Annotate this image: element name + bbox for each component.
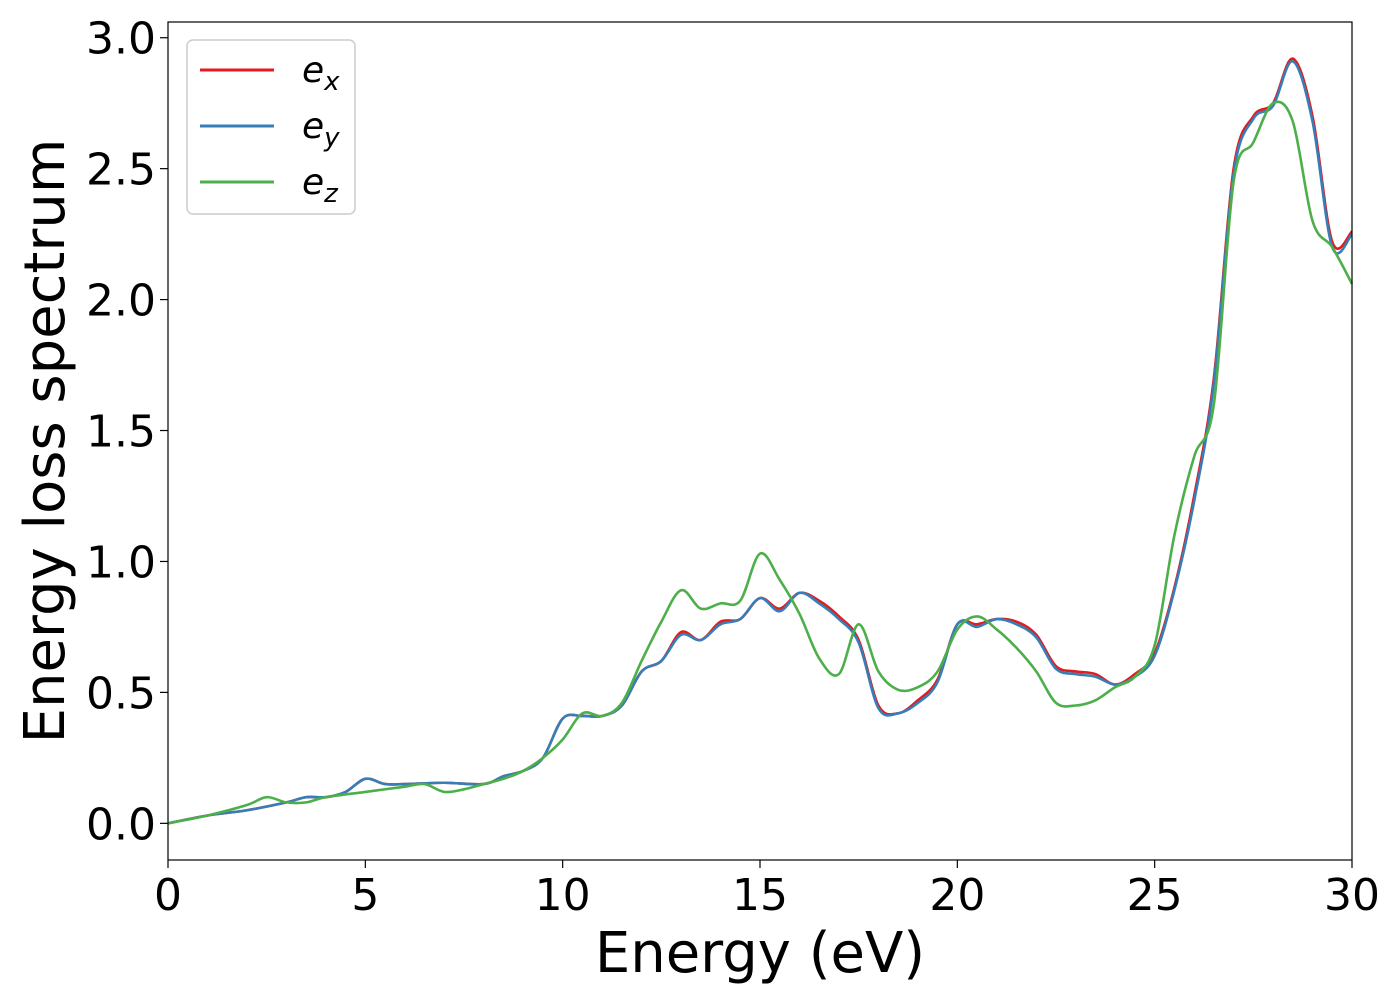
x-tick-label: 15 bbox=[732, 870, 788, 921]
x-tick-label: 5 bbox=[351, 870, 379, 921]
y-tick-label: 2.5 bbox=[86, 145, 156, 196]
y-tick-label: 2.0 bbox=[86, 276, 156, 327]
x-tick-label: 25 bbox=[1127, 870, 1183, 921]
y-tick-label: 3.0 bbox=[86, 14, 156, 65]
y-tick-label: 1.5 bbox=[86, 407, 156, 458]
axis-ticks: 0 5 10 15 20 25 30 0.0 0.5 1.0 1.5 2.0 2.5 3.0 bbox=[86, 14, 1380, 921]
plot-area bbox=[167, 57, 1354, 825]
x-axis-label: Energy (eV) bbox=[595, 921, 925, 986]
series-line-ez bbox=[167, 100, 1354, 825]
y-tick-label: 0.0 bbox=[86, 799, 156, 850]
legend-entry-ez: ez bbox=[302, 162, 339, 209]
x-tick-label: 30 bbox=[1324, 870, 1380, 921]
legend: ex ey ez bbox=[186, 39, 356, 215]
x-tick-label: 20 bbox=[929, 870, 985, 921]
legend-entry-ey: ey bbox=[302, 106, 340, 153]
y-axis-label: Energy loss spectrum bbox=[13, 139, 78, 744]
x-tick-label: 0 bbox=[154, 870, 182, 921]
y-tick-label: 1.0 bbox=[86, 537, 156, 588]
legend-entry-ex: ex bbox=[302, 50, 340, 97]
y-tick-label: 0.5 bbox=[86, 668, 156, 719]
plot-frame bbox=[167, 21, 1353, 861]
x-tick-label: 10 bbox=[535, 870, 591, 921]
